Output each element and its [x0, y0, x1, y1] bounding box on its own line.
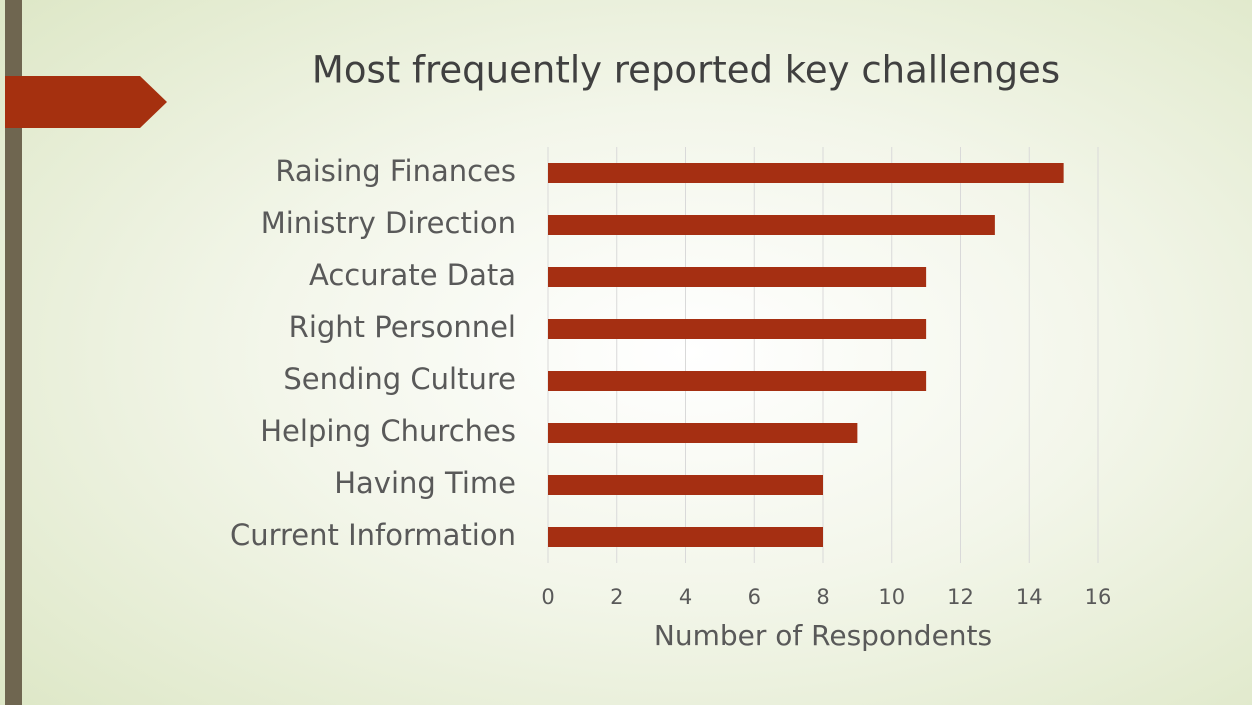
x-tick-label: 0: [541, 585, 554, 609]
bar: [548, 319, 927, 339]
y-tick-label: Accurate Data: [309, 258, 516, 292]
x-tick-label: 8: [816, 585, 829, 609]
bar: [548, 267, 927, 287]
side-bar: [5, 0, 22, 705]
chart-title: Most frequently reported key challenges: [312, 49, 1060, 92]
y-tick-label: Helping Churches: [260, 414, 516, 448]
x-tick-label: 12: [947, 585, 974, 609]
bar: [548, 475, 823, 495]
arrow-decoration: [5, 76, 167, 128]
x-tick-label: 16: [1085, 585, 1112, 609]
y-tick-label: Current Information: [230, 518, 516, 552]
x-tick-label: 10: [878, 585, 905, 609]
y-tick-label: Sending Culture: [283, 362, 516, 396]
x-tick-label: 4: [679, 585, 692, 609]
y-tick-label: Right Personnel: [289, 310, 516, 344]
y-tick-label: Ministry Direction: [261, 206, 516, 240]
bar: [548, 163, 1064, 183]
x-tick-label: 14: [1016, 585, 1043, 609]
y-tick-label: Having Time: [334, 466, 516, 500]
y-tick-label: Raising Finances: [275, 154, 516, 188]
bar: [548, 215, 995, 235]
bar: [548, 371, 927, 391]
bar: [548, 423, 858, 443]
x-tick-label: 2: [610, 585, 623, 609]
bar: [548, 527, 823, 547]
x-tick-label: 6: [748, 585, 761, 609]
x-axis-title: Number of Respondents: [654, 619, 992, 652]
